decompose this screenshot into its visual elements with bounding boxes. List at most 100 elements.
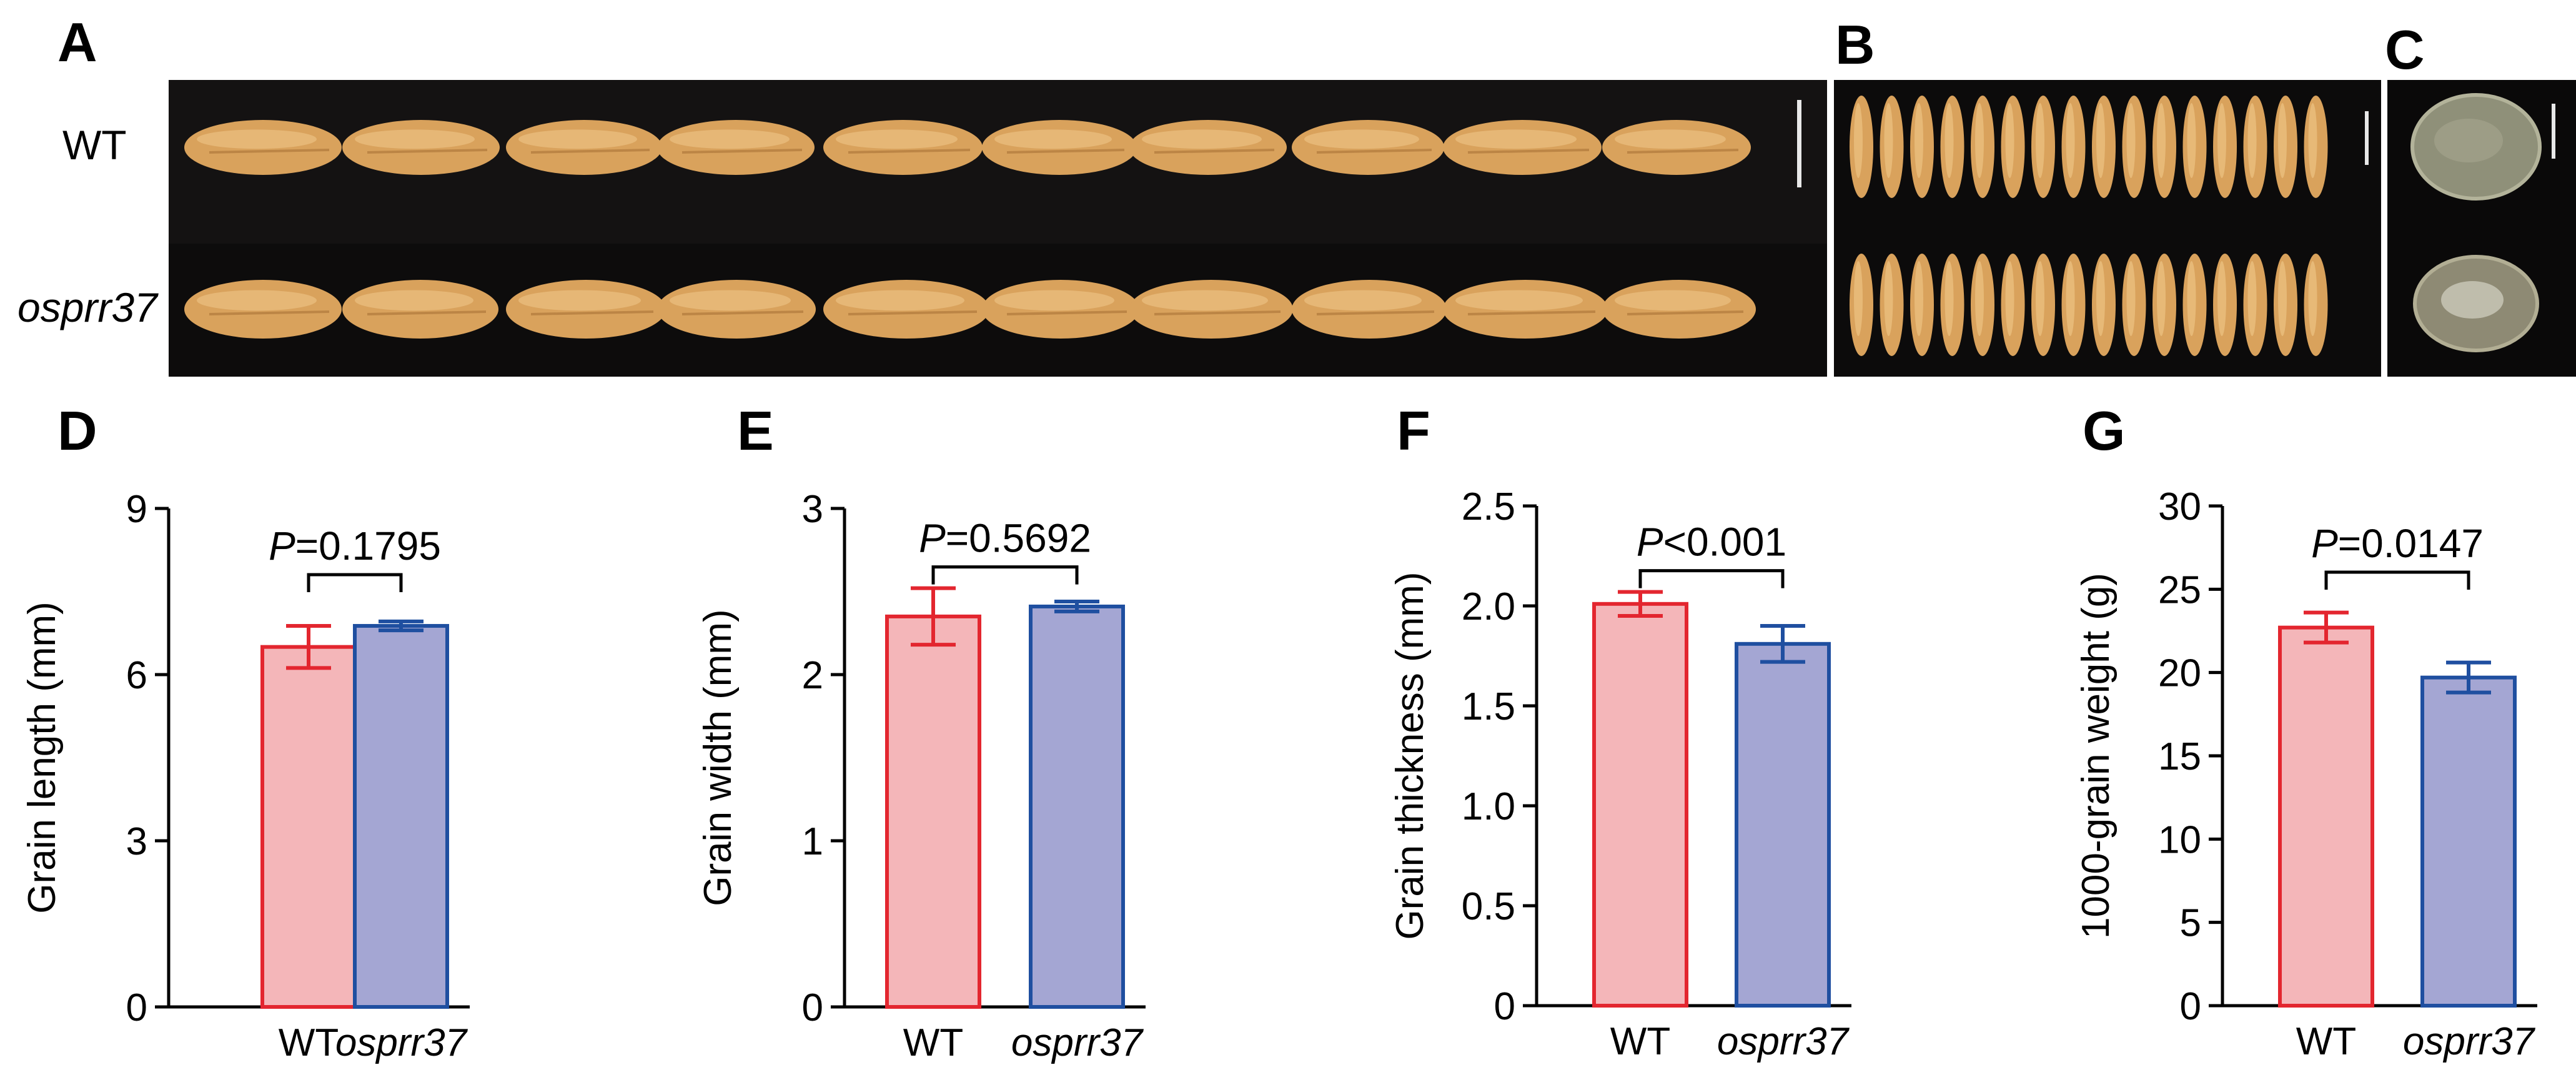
panel-label-c: C [2385,19,2425,81]
grain-groove [1467,149,1590,154]
chart-1000-grain-weight: G 0 5 10 15 20 25 30 1000-grain weight (g) WT ospr… [2074,400,2537,1063]
y-tick-label: 10 [2158,818,2201,861]
y-tick-label: 0 [802,986,823,1029]
grain-groove [1006,310,1127,315]
bar-osprr37 [1029,604,1125,1009]
y-tick-label: 2.5 [1462,485,1515,528]
grain-groove [1467,310,1596,315]
y-tick-label: 25 [2158,568,2201,612]
scale-bar [1797,100,1801,187]
grain-groove [681,149,803,154]
x-tick-label: WT [2296,1020,2356,1063]
row-label-osprr37: osprr37 [17,284,159,330]
grain-highlight [670,290,791,311]
y-tick-label: 2 [802,654,823,697]
scale-bar [2365,111,2369,165]
bar-wt [1592,602,1688,1008]
grain-highlight [2126,261,2136,336]
panel-label-b: B [1835,14,1875,76]
grain-highlight [2005,261,2014,336]
x-tick-label: osprr37 [2403,1020,2536,1063]
grain-groove [367,310,487,315]
y-tick-label: 0 [1494,985,1515,1028]
x-tick-label: osprr37 [335,1021,468,1064]
y-axis-label: 1000-grain weight (g) [2074,573,2118,939]
bar-osprr37 [1735,642,1831,1008]
chart-grain-thickness: F 0 0.5 1.0 1.5 2.0 2.5 Grain thickness (mm) WT o… [1389,400,1851,1063]
grain-groove [1627,310,1744,315]
grain-highlight [1854,261,1863,336]
grain-groove [848,310,978,315]
x-tick-label: WT [903,1021,963,1064]
p-value-label: P=0.5692 [919,516,1091,561]
y-tick-label: 0.5 [1462,885,1515,928]
grain-highlight [670,129,790,149]
grain-cross-section-chalk [2441,281,2504,319]
y-tick-label: 9 [126,488,147,531]
bar-wt [260,645,357,1009]
grain-highlight [1944,261,1954,336]
grain-highlight [355,129,475,149]
grain-highlight [1975,103,1984,178]
grain-groove [367,149,488,154]
grain-highlight [1884,103,1893,178]
y-axis-label: Grain thickness (mm) [1389,572,1432,939]
y-tick-label: 3 [126,820,147,863]
grain-highlight [994,129,1112,149]
grain-groove [530,310,654,315]
grain-highlight [197,290,317,311]
grain-groove [209,149,330,154]
p-value-label: P<0.001 [1637,520,1786,565]
grain-highlight [2308,261,2317,336]
bar-wt [885,614,981,1009]
grain-highlight [1915,103,1923,178]
significance-bracket [1638,569,1785,588]
grain-highlight [2278,261,2287,336]
grain-highlight [2247,261,2257,336]
grain-highlight [2005,103,2014,178]
grain-groove [681,310,804,315]
p-value-label: P=0.0147 [2311,521,2484,566]
scale-bar [2552,104,2555,159]
grain-groove [1154,310,1281,315]
grain-highlight [2036,261,2044,336]
y-tick-label: 30 [2158,485,2201,528]
grain-groove [1006,149,1125,154]
grains-widthwise [1850,96,2328,356]
grain-highlight [2096,103,2105,178]
y-tick-label: 6 [126,654,147,697]
bar-osprr37 [2420,675,2517,1008]
grain-groove [848,149,971,154]
grain-highlight [1455,290,1583,311]
grain-highlight [2036,103,2044,178]
significance-bracket [2324,570,2470,590]
grain-highlight [2278,103,2287,178]
x-tick-label: osprr37 [1011,1021,1144,1064]
panel-label: D [57,400,97,462]
grain-highlight [2187,261,2196,336]
grain-groove [530,149,650,154]
grain-highlight [518,129,637,149]
grain-highlight [2157,261,2166,336]
grain-highlight [355,290,473,311]
grain-highlight [2308,103,2317,178]
grain-groove [1316,149,1432,154]
grain-highlight [994,290,1114,311]
grain-groove [1627,149,1739,154]
y-axis-label: Grain length (mm) [21,602,64,914]
grain-highlight [1915,261,1923,336]
y-axis-label: Grain width (mm) [696,609,740,906]
grain-highlight [1142,290,1268,311]
y-tick-label: 2.0 [1462,585,1515,628]
grain-highlight [836,129,958,149]
grain-highlight [1304,290,1422,311]
bar-osprr37 [353,623,449,1009]
grain-highlight [1304,129,1419,149]
grain-highlight [836,290,964,311]
grain-highlight [1884,261,1893,336]
grain-highlight [1455,129,1577,149]
y-tick-label: 0 [2180,985,2201,1028]
y-tick-label: 1.0 [1462,785,1515,828]
grain-groove [1154,149,1275,154]
